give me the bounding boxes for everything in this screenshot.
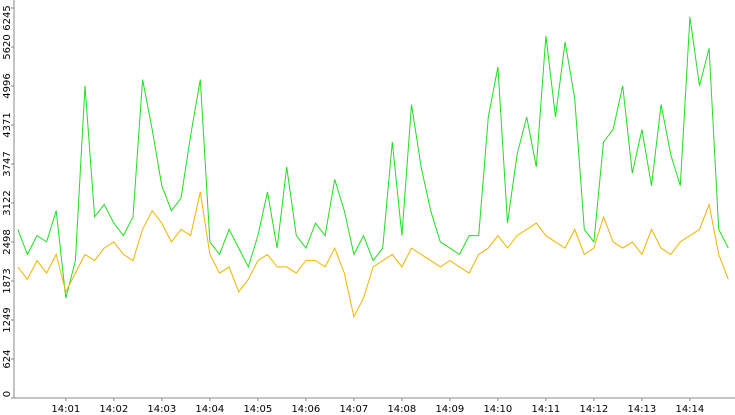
x-tick-label: 14:08 — [387, 404, 416, 415]
x-tick-label: 14:02 — [99, 404, 128, 415]
x-tick-label: 14:06 — [291, 404, 320, 415]
series-line — [17, 17, 729, 299]
x-tick-label: 14:14 — [675, 404, 704, 415]
y-tick-label: 3122 — [2, 190, 13, 215]
x-tick-label: 14:13 — [627, 404, 656, 415]
x-tick-label: 14:09 — [435, 404, 464, 415]
y-tick-label: 1249 — [2, 307, 13, 332]
series-line — [17, 191, 729, 319]
x-tick-label: 14:12 — [579, 404, 608, 415]
y-tick-label: 6245 — [2, 5, 13, 30]
y-tick-label: 2498 — [2, 229, 13, 254]
x-tick-label: 14:01 — [51, 404, 80, 415]
y-tick-label: 4996 — [2, 73, 13, 98]
y-tick-label: 3747 — [2, 151, 13, 176]
y-tick-label: 0 — [2, 391, 13, 397]
x-tick-label: 14:04 — [195, 404, 224, 415]
y-tick-label: 4371 — [2, 112, 13, 137]
x-tick-label: 14:05 — [243, 404, 272, 415]
x-tick-label: 14:11 — [531, 404, 560, 415]
y-tick-label: 5620 — [2, 34, 13, 59]
y-tick-label: 1873 — [2, 268, 13, 293]
x-tick-label: 14:10 — [483, 404, 512, 415]
y-tick-label: 624 — [2, 349, 13, 368]
x-tick-label: 14:07 — [339, 404, 368, 415]
x-tick-label: 14:03 — [147, 404, 176, 415]
